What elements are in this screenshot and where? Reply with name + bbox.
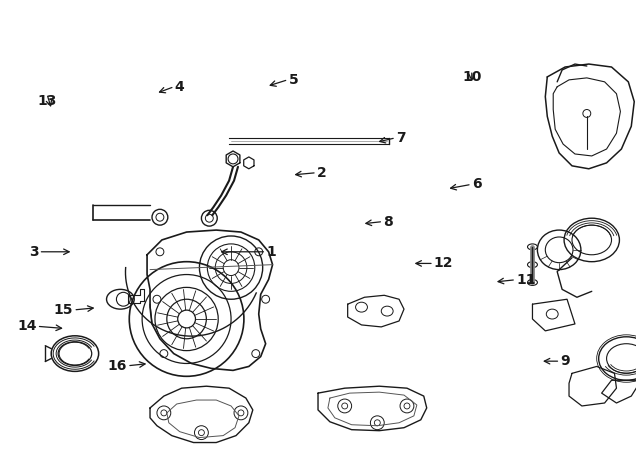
Text: 12: 12 [434, 256, 453, 270]
Text: 11: 11 [516, 273, 536, 287]
Text: 14: 14 [17, 319, 36, 333]
Text: 5: 5 [289, 73, 298, 87]
Text: 15: 15 [54, 303, 74, 317]
Text: 4: 4 [175, 80, 184, 94]
Text: 6: 6 [472, 177, 481, 191]
Text: 13: 13 [37, 94, 56, 107]
Text: 8: 8 [383, 214, 393, 228]
Text: 16: 16 [108, 359, 127, 373]
Text: 9: 9 [561, 354, 570, 368]
Text: 1: 1 [266, 245, 276, 259]
Text: 10: 10 [462, 70, 481, 84]
Text: 2: 2 [317, 166, 326, 179]
Text: 3: 3 [29, 245, 38, 259]
Text: 7: 7 [396, 131, 406, 145]
